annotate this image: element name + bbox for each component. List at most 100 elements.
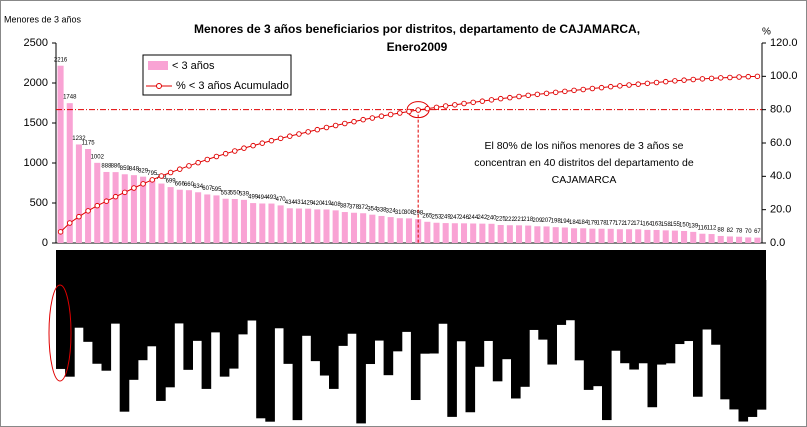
- bar: [213, 195, 220, 243]
- y-tick-label: 2500: [24, 37, 48, 49]
- bar-value-label: 67: [754, 229, 761, 235]
- bar-value-label: 1232: [72, 136, 86, 142]
- bar-value-label: 310: [395, 210, 406, 216]
- silhouette-column: [356, 280, 366, 424]
- bar-value-label: 246: [459, 215, 470, 221]
- bar-value-label: 158: [661, 222, 672, 228]
- bar: [378, 215, 385, 243]
- bar-value-label: 116: [698, 225, 708, 231]
- cumulative-point: [387, 111, 394, 118]
- bar: [158, 183, 165, 243]
- silhouette-column: [738, 280, 749, 422]
- y2-tick-label: 40.0: [770, 170, 791, 182]
- silhouette-column: [511, 280, 521, 399]
- cumulative-point: [479, 98, 486, 104]
- bar-value-label: 155: [670, 222, 681, 228]
- bar-value-label: 699: [166, 179, 177, 185]
- bar-value-label: 429: [303, 200, 314, 206]
- bar: [754, 237, 761, 243]
- legend-label: % < 3 años Acumulado: [176, 80, 289, 92]
- bar-value-label: 177: [606, 220, 617, 226]
- silhouette-column: [74, 280, 84, 328]
- bar-value-label: 886: [111, 164, 122, 170]
- silhouette-column: [201, 280, 212, 389]
- bar-value-label: 434: [285, 200, 296, 206]
- bar: [497, 225, 504, 243]
- bar: [396, 218, 403, 243]
- cumulative-point: [259, 140, 266, 146]
- cumulative-point: [57, 229, 64, 235]
- silhouette-column: [492, 280, 503, 382]
- silhouette-column: [711, 280, 721, 345]
- silhouette-column: [474, 280, 485, 367]
- silhouette-column: [556, 280, 567, 325]
- bar: [571, 228, 578, 243]
- bar-value-label: 139: [688, 223, 699, 229]
- bar-value-label: 209: [532, 218, 543, 224]
- y2-tick-label: 80.0: [770, 104, 791, 116]
- bar-value-label: 607: [202, 186, 213, 192]
- bar-value-label: 1002: [91, 154, 105, 160]
- cumulative-point: [534, 91, 541, 98]
- cumulative-point: [268, 137, 275, 144]
- bar-value-label: 225: [496, 217, 507, 223]
- cumulative-point: [186, 163, 192, 169]
- cumulative-point: [323, 124, 330, 131]
- silhouette-column: [429, 280, 439, 354]
- cumulative-point: [708, 75, 715, 82]
- cumulative-point: [204, 156, 211, 163]
- cumulative-point: [213, 153, 220, 160]
- cumulative-point: [397, 110, 403, 116]
- silhouette-column: [410, 280, 421, 401]
- bar-value-label: 265: [422, 213, 433, 219]
- annotation: El 80% de los niños menores de 3 años se: [484, 140, 683, 152]
- legend-label: < 3 años: [172, 60, 215, 72]
- bar: [277, 205, 284, 243]
- bar: [626, 229, 633, 243]
- bar: [726, 236, 733, 243]
- cumulative-point: [571, 87, 577, 94]
- bar-value-label: 829: [138, 168, 149, 174]
- cumulative-point: [552, 89, 559, 96]
- cumulative-point: [112, 193, 119, 200]
- cumulative-point: [332, 122, 339, 129]
- cumulative-point: [525, 92, 531, 99]
- y-tick-label: 0: [42, 237, 48, 249]
- cumulative-point: [745, 73, 751, 80]
- cumulative-point: [507, 94, 513, 101]
- bar: [681, 231, 688, 243]
- cumulative-point: [369, 115, 376, 121]
- cumulative-point: [699, 76, 706, 82]
- y-tick-label: 500: [30, 197, 48, 209]
- silhouette-column: [228, 280, 239, 369]
- cumulative-point: [424, 105, 431, 112]
- y-tick-label: 1500: [24, 117, 48, 129]
- silhouette-column: [338, 280, 348, 346]
- cumulative-point: [158, 173, 165, 179]
- bar-value-label: 324: [386, 209, 397, 215]
- silhouette-column: [574, 280, 585, 361]
- silhouette-column: [92, 280, 102, 364]
- bar: [424, 221, 431, 243]
- bar: [580, 228, 587, 243]
- cumulative-point: [167, 169, 174, 176]
- silhouette-column: [729, 280, 739, 410]
- cumulative-point: [131, 185, 137, 191]
- map-silhouette: [56, 250, 767, 424]
- silhouette-column: [156, 280, 166, 401]
- bar-value-label: 354: [367, 206, 378, 212]
- y2-axis-label: %: [762, 27, 771, 38]
- bar: [644, 229, 651, 243]
- legend-marker: [156, 83, 162, 89]
- silhouette-column: [456, 280, 466, 342]
- cumulative-point: [672, 78, 678, 84]
- silhouette-column: [665, 280, 676, 364]
- chart-title: Enero2009: [387, 40, 448, 54]
- bar: [671, 230, 678, 243]
- silhouette-column: [283, 280, 294, 364]
- silhouette-column: [147, 280, 157, 347]
- bar-value-label: 419: [321, 201, 332, 207]
- cumulative-point: [644, 80, 651, 87]
- bar: [305, 208, 312, 243]
- bar-value-label: 595: [211, 187, 222, 193]
